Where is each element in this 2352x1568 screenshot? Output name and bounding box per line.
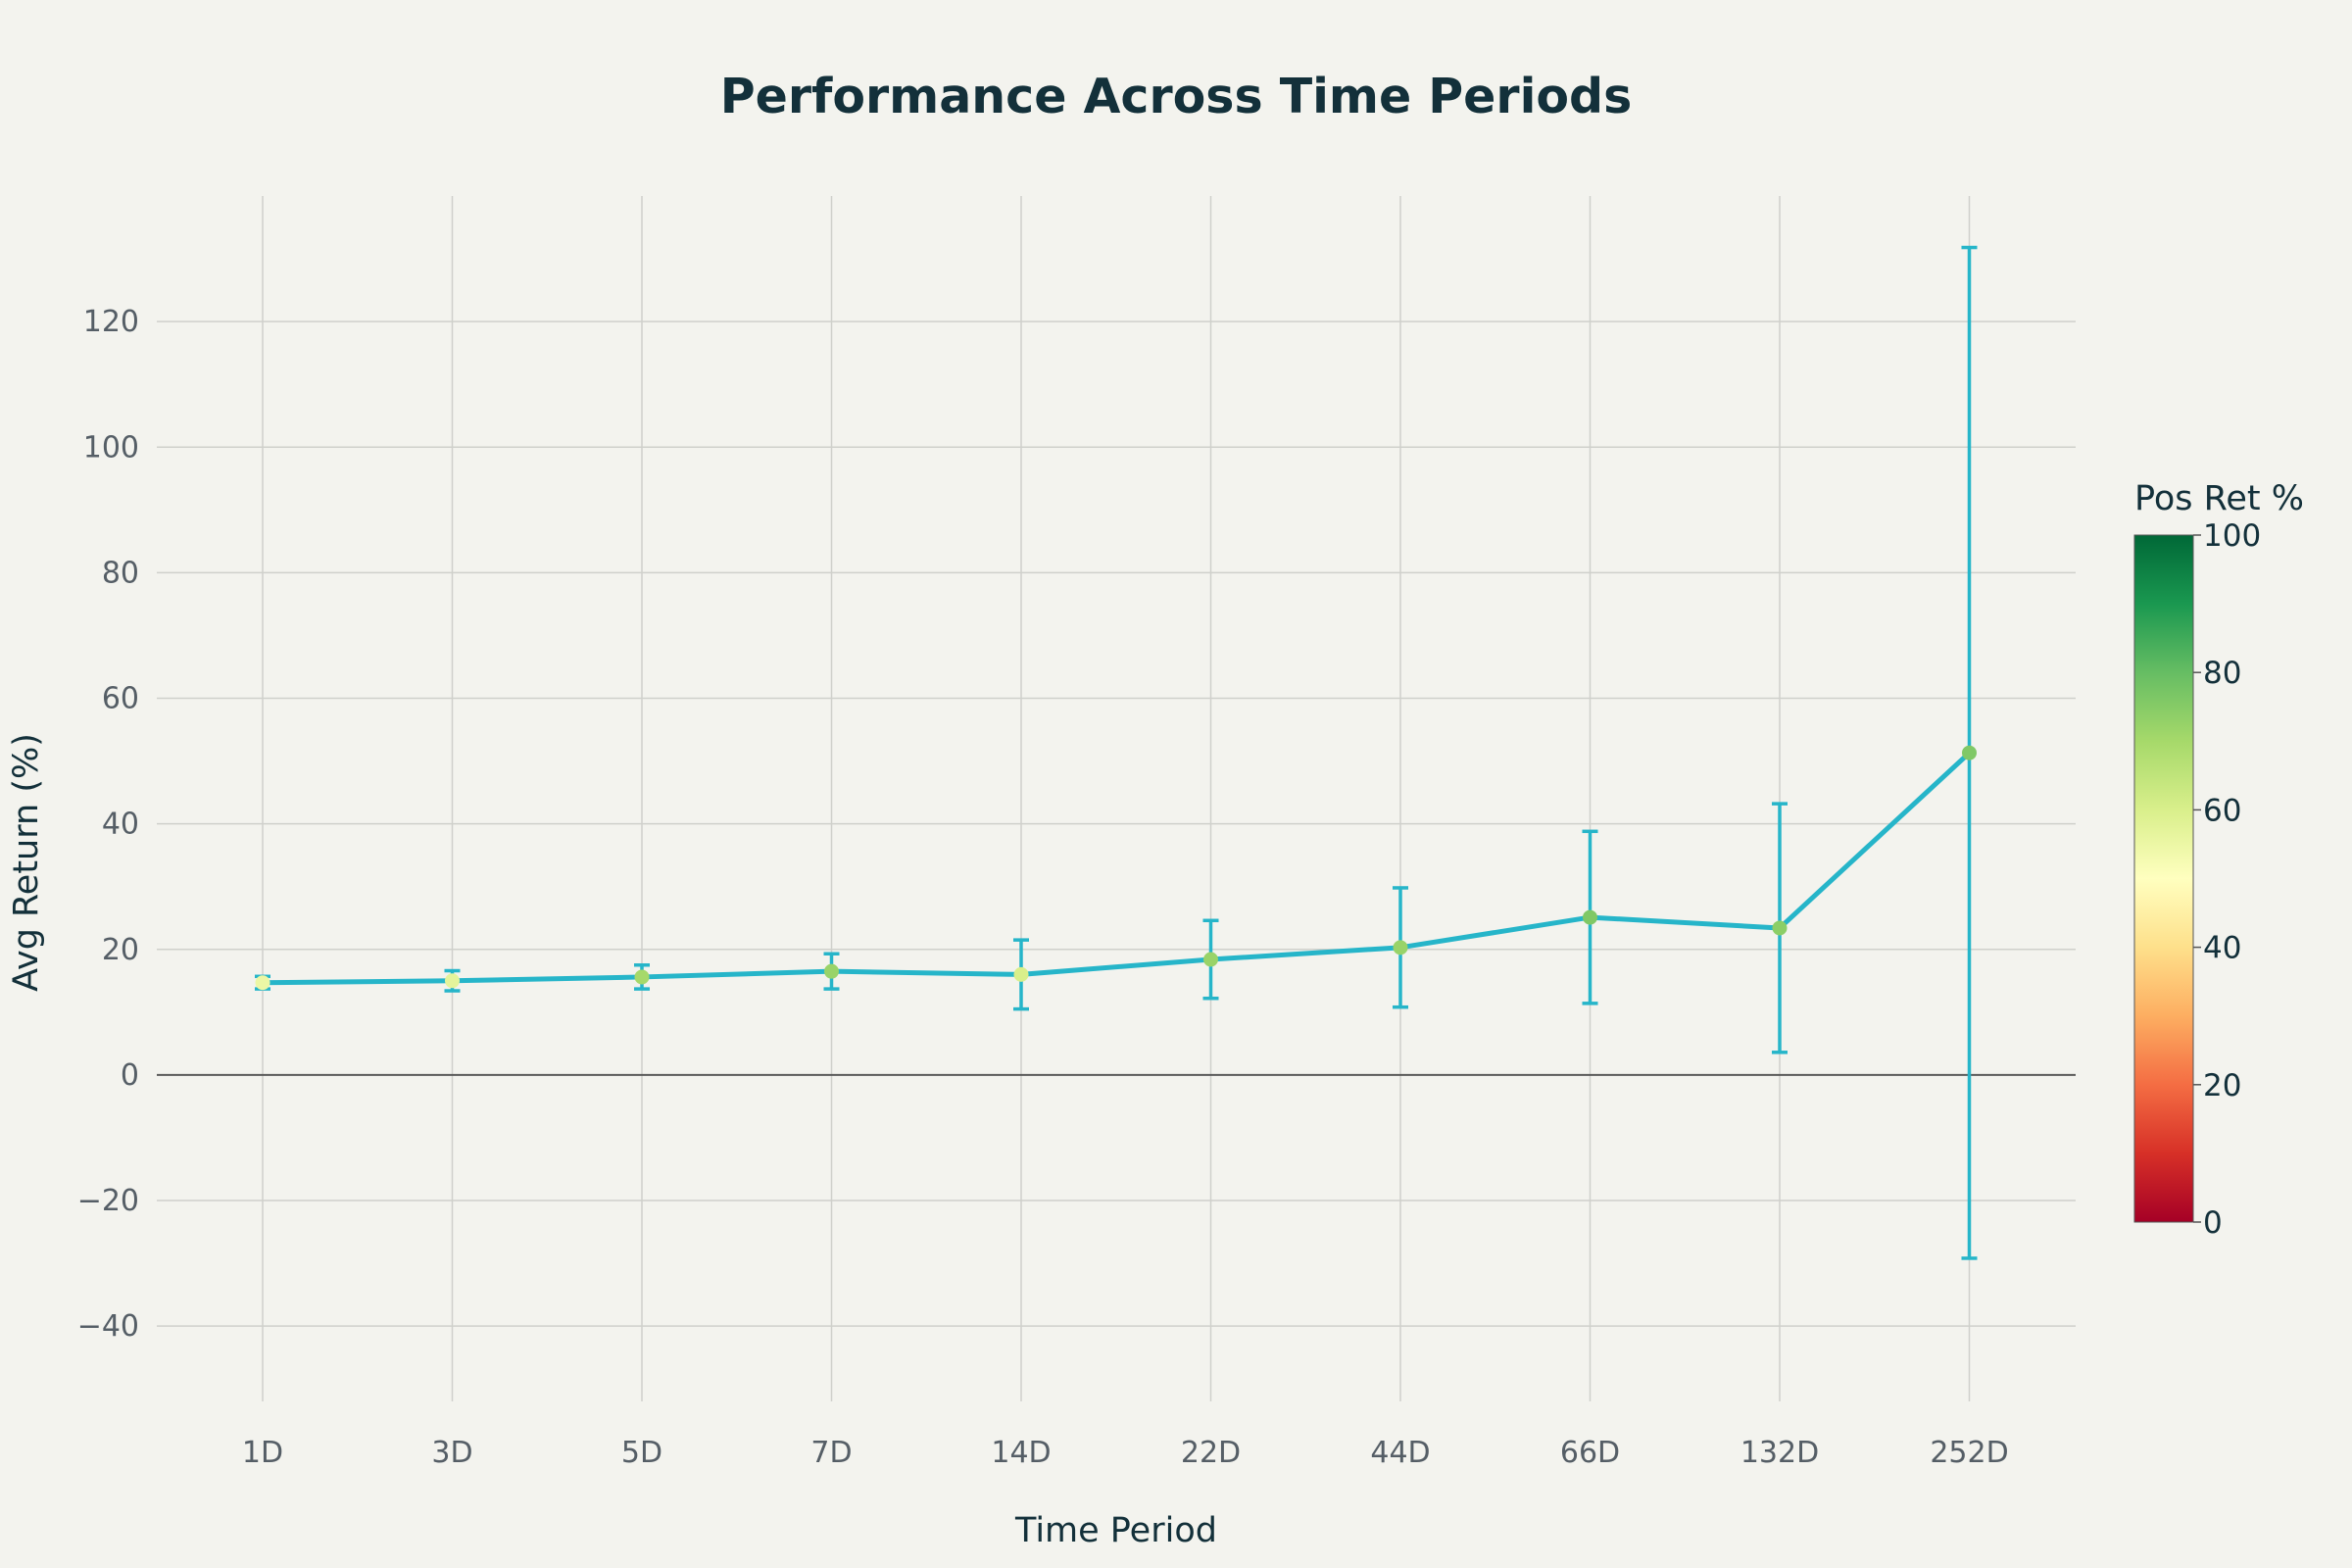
colorbar-tick-label: 0: [2203, 1205, 2223, 1241]
data-point[interactable]: [1772, 920, 1788, 936]
colorbar-title: Pos Ret %: [2134, 479, 2304, 518]
x-tick-label: 5D: [621, 1436, 662, 1470]
x-tick-label: 1D: [242, 1436, 283, 1470]
data-point[interactable]: [1393, 940, 1408, 956]
y-tick-label: −20: [77, 1184, 139, 1218]
colorbar-tick-label: 40: [2203, 931, 2241, 966]
colorbar-ticks: 0 20 40 60 80 100: [2193, 518, 2261, 1241]
colorbar-tick-label: 20: [2203, 1068, 2241, 1103]
y-tick-label: 120: [83, 305, 139, 339]
grid-layer: [157, 196, 2076, 1401]
chart-title: Performance Across Time Periods: [720, 69, 1633, 124]
x-tick-label: 14D: [991, 1436, 1051, 1470]
data-point[interactable]: [445, 973, 460, 989]
y-tick-label: 80: [102, 556, 139, 590]
colorbar-gradient: [2133, 534, 2194, 1223]
x-tick-label: 7D: [810, 1436, 852, 1470]
x-axis-title: Time Period: [1014, 1511, 1217, 1550]
y-tick-label: 60: [102, 682, 139, 716]
markers: [255, 745, 1977, 991]
x-tick-label: 66D: [1560, 1436, 1620, 1470]
series-line-layer: [262, 751, 1972, 986]
y-axis-title: Avg Return (%): [7, 733, 46, 992]
series-line: [262, 751, 1972, 986]
x-tick-label: 132D: [1740, 1436, 1819, 1470]
error-bars: [255, 245, 1978, 1260]
y-tick-label: −40: [77, 1309, 139, 1344]
colorbar-tick-label: 60: [2203, 793, 2241, 828]
colorbar: Pos Ret % 0 20 40 60 80 100: [2133, 479, 2304, 1241]
x-tick-label: 44D: [1370, 1436, 1430, 1470]
data-point[interactable]: [255, 975, 270, 991]
colorbar-tick-label: 100: [2203, 518, 2261, 554]
data-point[interactable]: [1203, 952, 1218, 967]
tick-labels: 1D 3D 5D 7D 14D 22D 44D 66D 132D 252D −40 −20 0 20 40 6…: [77, 305, 2009, 1470]
data-point[interactable]: [824, 963, 839, 979]
y-tick-label: 40: [102, 808, 139, 842]
colorbar-tick-label: 80: [2203, 656, 2241, 691]
x-tick-label: 22D: [1181, 1436, 1241, 1470]
data-point[interactable]: [634, 969, 650, 985]
y-tick-label: 0: [121, 1058, 139, 1093]
x-tick-label: 3D: [431, 1436, 472, 1470]
x-tick-label: 252D: [1930, 1436, 2008, 1470]
data-point[interactable]: [1583, 909, 1597, 925]
y-tick-label: 20: [102, 933, 139, 967]
data-point[interactable]: [1013, 966, 1029, 982]
data-point[interactable]: [1962, 745, 1977, 760]
y-tick-label: 100: [83, 430, 139, 465]
